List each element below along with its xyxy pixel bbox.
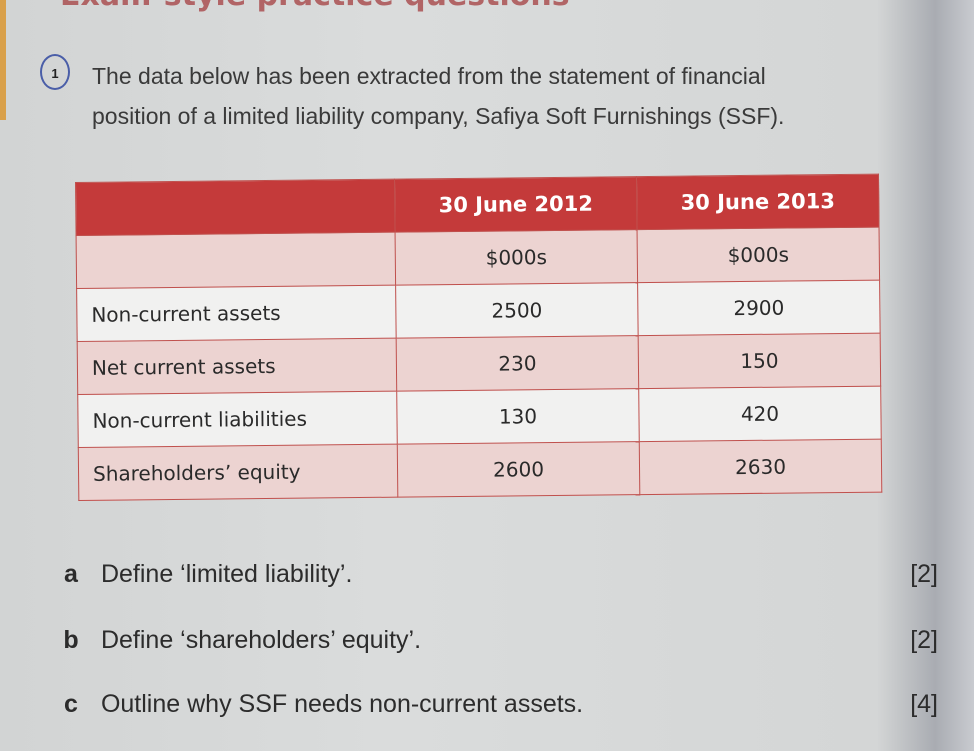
row-label: Non-current assets bbox=[76, 285, 397, 342]
header-2013: 30 June 2013 bbox=[636, 174, 880, 230]
question-a: a Define ‘limited liability’. [2] bbox=[48, 560, 938, 589]
question-text: Define ‘limited liability’. bbox=[100, 560, 353, 588]
page-edge bbox=[0, 0, 6, 120]
value-2013: 420 bbox=[638, 386, 882, 442]
question-marks: [2] bbox=[910, 560, 938, 588]
table-row: Non-current assets 2500 2900 bbox=[76, 280, 881, 342]
question-text: Outline why SSF needs non-current assets… bbox=[100, 690, 584, 718]
value-2012: 230 bbox=[396, 335, 639, 392]
question-letter: a bbox=[64, 560, 78, 588]
table-row: Shareholders’ equity 2600 2630 bbox=[78, 439, 882, 501]
table-header-row: 30 June 2012 30 June 2013 bbox=[75, 174, 880, 236]
row-label: Non-current liabilities bbox=[77, 391, 398, 448]
units-2012: $000s bbox=[395, 229, 638, 286]
units-row: $000s $000s bbox=[76, 227, 880, 289]
question-intro: The data below has been extracted from t… bbox=[92, 63, 785, 129]
row-label: Shareholders’ equity bbox=[78, 444, 398, 501]
value-2012: 2500 bbox=[395, 282, 639, 339]
units-blank bbox=[76, 232, 396, 289]
question-letter: c bbox=[64, 690, 78, 718]
section-heading: Exam-style practice questions bbox=[60, 0, 570, 13]
table-row: Non-current liabilities 130 420 bbox=[77, 386, 882, 448]
header-2012: 30 June 2012 bbox=[394, 176, 638, 233]
question-letter: b bbox=[63, 626, 79, 654]
question-c: c Outline why SSF needs non-current asse… bbox=[48, 690, 938, 719]
question-marks: [4] bbox=[910, 690, 938, 718]
value-2013: 2630 bbox=[639, 439, 882, 495]
question-text: Define ‘shareholders’ equity’. bbox=[100, 626, 422, 654]
table-row: Net current assets 230 150 bbox=[77, 333, 881, 395]
question-number: 1 bbox=[40, 54, 70, 90]
units-2013: $000s bbox=[637, 227, 880, 283]
row-label: Net current assets bbox=[77, 338, 397, 395]
financial-position-table: 30 June 2012 30 June 2013 $000s $000s No… bbox=[75, 174, 882, 501]
value-2012: 130 bbox=[396, 388, 640, 445]
value-2013: 150 bbox=[638, 333, 881, 389]
value-2013: 2900 bbox=[637, 280, 881, 336]
header-blank bbox=[75, 179, 396, 236]
question-marks: [2] bbox=[910, 626, 938, 654]
value-2012: 2600 bbox=[397, 441, 640, 498]
question-b: b Define ‘shareholders’ equity’. [2] bbox=[48, 626, 938, 655]
